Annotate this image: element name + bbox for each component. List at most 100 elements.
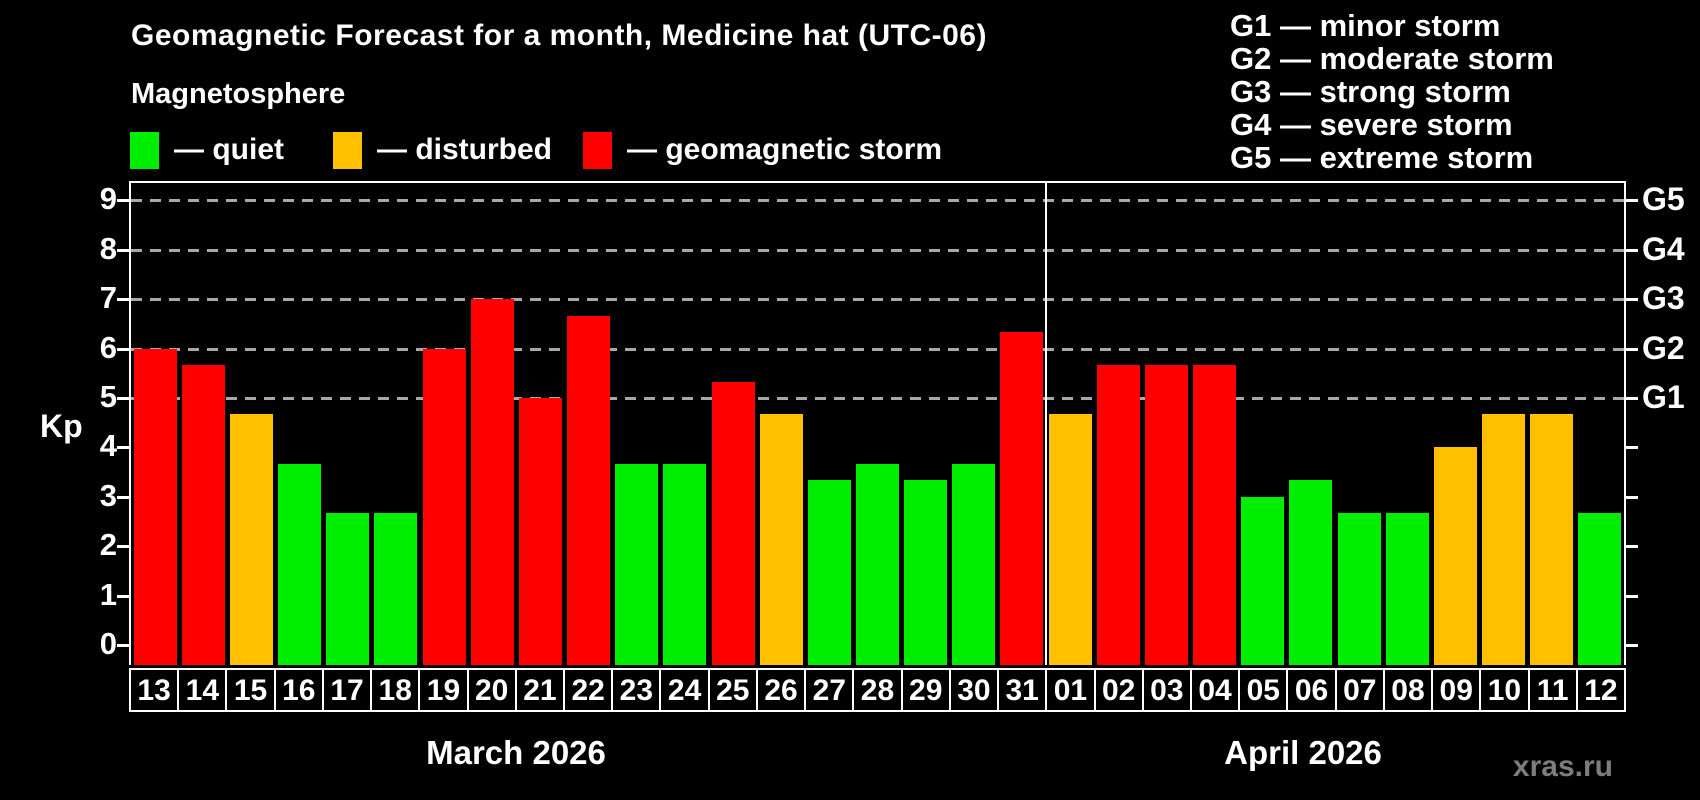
g-legend-line-g3: G3 — strong storm (1230, 74, 1511, 109)
kp-bar (759, 414, 803, 665)
kp-bar (1193, 364, 1237, 665)
day-label: 22 (563, 668, 614, 712)
kp-bar (470, 299, 514, 665)
y-axis-label: 2 (99, 527, 117, 563)
legend-item-label: — geomagnetic storm (627, 133, 943, 166)
day-label: 29 (900, 668, 951, 712)
legend-item-label: — quiet (174, 133, 284, 166)
kp-bar (904, 480, 948, 665)
g-scale-label: G1 (1642, 379, 1685, 415)
kp-bar (567, 315, 611, 665)
y-axis-label: 1 (99, 576, 117, 612)
day-label: 14 (177, 668, 228, 712)
y-axis-label: 7 (99, 280, 117, 316)
page-title: Geomagnetic Forecast for a month, Medici… (131, 19, 987, 52)
axis-tick (1626, 397, 1638, 400)
y-axis-label: 9 (99, 181, 117, 217)
y-axis-label: 4 (99, 428, 117, 464)
kp-bar (1337, 513, 1381, 665)
axis-tick (117, 199, 129, 203)
day-label: 21 (514, 668, 566, 712)
axis-tick (1626, 199, 1638, 203)
axis-tick (117, 644, 129, 647)
axis-tick (1626, 495, 1638, 499)
axis-tick (117, 495, 129, 499)
g-legend-line-g4: G4 — severe storm (1230, 107, 1513, 142)
axis-tick (117, 446, 129, 450)
day-label: 31 (997, 668, 1048, 712)
kp-bar (518, 398, 562, 665)
day-label: 17 (321, 668, 373, 712)
day-label: 28 (852, 668, 903, 712)
day-label: 18 (370, 668, 421, 712)
day-label: 08 (1382, 668, 1434, 712)
kp-bar (1241, 496, 1285, 665)
kp-bar (1000, 332, 1044, 665)
axis-tick (1626, 446, 1638, 450)
day-label: 02 (1093, 668, 1144, 712)
legend-item-disturbed: — disturbed (333, 131, 552, 169)
kp-gridline (131, 199, 1624, 203)
g-legend-line-g5: G5 — extreme storm (1230, 140, 1534, 175)
day-label-row: 13 14 15 16 17 18 19 20 21 22 23 24 25 26 27 28 29 30 31 01… (129, 668, 1626, 712)
kp-bar (711, 381, 755, 665)
axis-tick (117, 397, 129, 400)
kp-bar (1048, 414, 1092, 665)
month-separator (1045, 183, 1048, 665)
axis-tick (1626, 248, 1638, 252)
y-axis-label: 6 (99, 329, 117, 365)
kp-bar-chart (129, 181, 1626, 665)
day-label: 05 (1238, 668, 1289, 712)
kp-bar (422, 348, 466, 665)
y-axis-label: 3 (99, 477, 117, 513)
day-label: 03 (1141, 668, 1192, 712)
day-label: 16 (273, 668, 324, 712)
axis-tick (1626, 347, 1638, 351)
legend-item-label: — disturbed (377, 133, 553, 166)
kp-bar (1433, 447, 1477, 665)
axis-tick (117, 594, 129, 598)
g-scale-label: G4 (1642, 230, 1685, 267)
kp-bar (229, 414, 273, 665)
day-label: 11 (1527, 668, 1578, 712)
day-label: 24 (659, 668, 710, 712)
day-label: 09 (1431, 668, 1482, 712)
kp-bar (278, 463, 322, 665)
day-label: 23 (611, 668, 662, 712)
kp-gridline (131, 347, 1624, 351)
g-scale-label: G3 (1642, 280, 1685, 317)
kp-bar (1385, 513, 1429, 665)
day-label: 04 (1189, 668, 1241, 712)
day-label: 07 (1334, 668, 1385, 712)
kp-gridline (131, 248, 1624, 252)
kp-bar (663, 463, 707, 665)
kp-bar (1096, 364, 1140, 665)
axis-tick (1626, 545, 1638, 549)
y-axis-label: 8 (99, 230, 117, 266)
day-label: 30 (948, 668, 1000, 712)
g-legend-line-g2: G2 — moderate storm (1230, 41, 1554, 76)
day-label: 10 (1479, 668, 1530, 712)
kp-bar (181, 364, 225, 665)
axis-tick (117, 545, 129, 549)
day-label: 13 (129, 668, 180, 712)
axis-tick (1626, 298, 1638, 302)
kp-bar (133, 348, 177, 665)
g-legend-line-g1: G1 — minor storm (1230, 8, 1501, 43)
kp-bar (1530, 414, 1574, 665)
axis-tick (1626, 594, 1638, 598)
watermark: xras.ru (1512, 750, 1613, 783)
kp-bar (1144, 364, 1188, 665)
kp-bar (326, 513, 370, 665)
day-label: 20 (466, 668, 517, 712)
day-label: 01 (1045, 668, 1096, 712)
disturbed-color-swatch (333, 131, 362, 169)
kp-bar (1578, 513, 1622, 665)
kp-bar (856, 463, 899, 665)
y-axis-label: 5 (99, 379, 117, 414)
kp-bar (952, 463, 996, 665)
g-scale-label: G5 (1642, 181, 1685, 218)
kp-bar (615, 463, 659, 665)
axis-tick (117, 298, 129, 302)
